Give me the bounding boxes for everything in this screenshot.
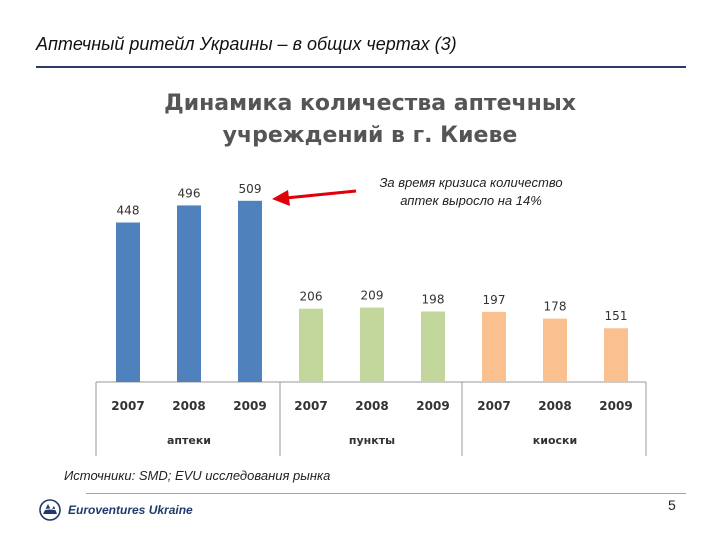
x-tick-label: 2009 [233,399,266,413]
x-tick-label: 2009 [416,399,449,413]
slide-title: Аптечный ритейл Украины – в общих чертах… [36,34,457,54]
data-label: 178 [544,300,567,314]
bar [482,311,506,382]
annotation-line-2: аптек выросло на 14% [400,193,542,208]
group-label: аптеки [167,434,211,447]
bar [604,328,628,382]
logo-globe-icon [39,499,61,521]
chart-title-line-2: учреждений в г. Киеве [222,123,518,148]
source-note: Источники: SMD; EVU исследования рынка [64,468,331,483]
footer-divider [86,493,686,494]
chart-title: Динамика количества аптечных учреждений … [150,88,590,152]
title-divider [36,66,686,68]
annotation-arrow-head [272,190,290,206]
annotation-line-1: За время кризиса количество [379,175,563,190]
data-label: 198 [422,293,445,307]
data-label: 206 [300,290,323,304]
company-logo: Euroventures Ukraine [38,498,193,522]
data-label: 151 [605,309,628,323]
bar [299,308,323,382]
x-tick-label: 2008 [538,399,571,413]
x-tick-label: 2009 [599,399,632,413]
chart-title-line-1: Динамика количества аптечных [164,91,576,116]
x-tick-label: 2008 [172,399,205,413]
bar [360,307,384,382]
x-tick-label: 2007 [477,399,510,413]
bar [116,222,140,382]
page-number: 5 [668,497,676,513]
group-label: киоски [533,434,577,447]
x-tick-label: 2007 [294,399,327,413]
annotation-arrow-line [285,189,357,200]
bar [238,200,262,382]
x-tick-label: 2007 [111,399,144,413]
data-label: 197 [483,293,506,307]
bar [421,311,445,382]
bar [543,318,567,382]
bar [177,205,201,382]
x-tick-label: 2008 [355,399,388,413]
chart-annotation: За время кризиса количество аптек выросл… [346,174,596,210]
data-label: 496 [178,186,201,200]
data-label: 448 [117,204,140,218]
group-label: пункты [349,434,395,447]
logo-text: Euroventures Ukraine [68,503,193,517]
data-label: 209 [361,289,384,303]
data-label: 509 [239,182,262,196]
